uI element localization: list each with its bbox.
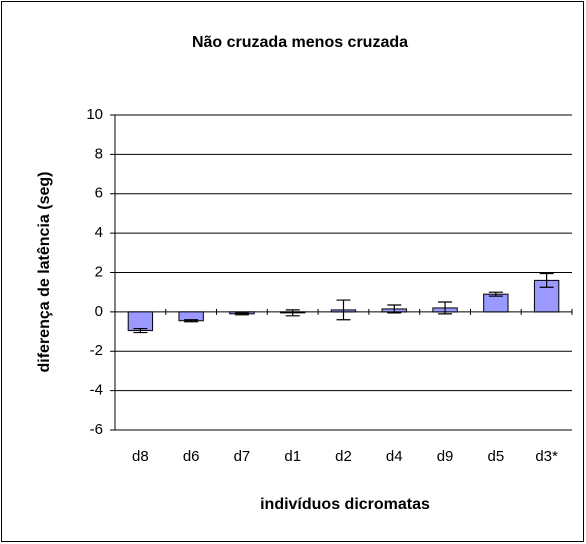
error-bar (285, 309, 300, 317)
x-tick-label: d5 (487, 448, 504, 465)
error-bar (539, 272, 554, 288)
y-tick-label: 0 (95, 303, 103, 320)
chart-title: Não cruzada menos cruzada (192, 34, 408, 51)
x-tick-label: d7 (234, 448, 251, 465)
error-bar (336, 299, 351, 321)
x-tick-label: d1 (284, 448, 301, 465)
x-tick-label: d2 (335, 448, 352, 465)
y-tick-label: 8 (95, 145, 103, 162)
error-bar (387, 304, 402, 314)
x-tick-label: d8 (132, 448, 149, 465)
x-tick-label: d6 (183, 448, 200, 465)
y-tick-label: 6 (95, 185, 103, 202)
error-bar (184, 319, 199, 323)
y-axis-label: diferença de latência (seg) (36, 172, 53, 373)
y-tick-label: -4 (90, 382, 103, 399)
y-tick-label: -2 (90, 342, 103, 359)
error-bar (234, 312, 249, 316)
error-bar (488, 291, 503, 297)
x-tick-label: d4 (386, 448, 403, 465)
x-tick-label: d3* (535, 448, 558, 465)
y-tick-label: 10 (86, 106, 103, 123)
y-tick-label: -6 (90, 421, 103, 438)
bar (127, 311, 154, 332)
error-bar (133, 328, 148, 334)
error-bar (438, 301, 453, 315)
y-tick-label: 2 (95, 263, 103, 280)
x-axis-label: indivíduos dicromatas (260, 496, 430, 513)
bar (483, 293, 509, 313)
y-tick-label: 4 (95, 224, 103, 241)
x-tick-label: d9 (437, 448, 454, 465)
